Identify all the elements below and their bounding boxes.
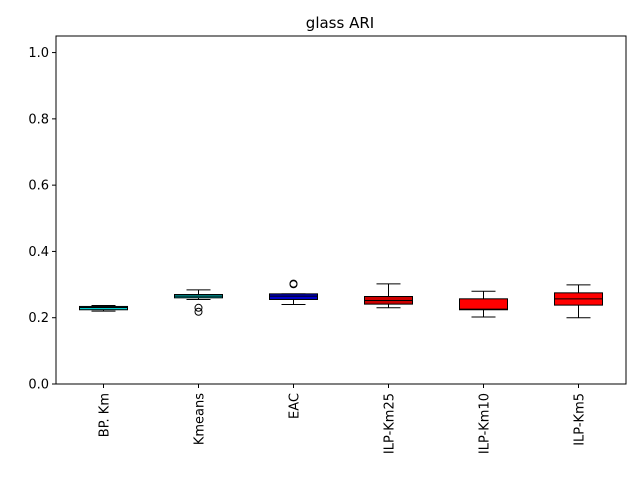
axes-frame <box>55 35 627 385</box>
outlier-point <box>194 307 203 316</box>
y-tick-label: 1.0 <box>28 46 49 61</box>
plot-area: 0.0 0.2 0.4 0.6 0.8 1.0 BP. Km Kmeans EAC ILP-Km2… <box>28 46 603 454</box>
y-tick-label: 0.0 <box>28 378 49 393</box>
y-tick-label: 0.2 <box>28 311 49 326</box>
outlier-point <box>289 279 298 288</box>
outlier-point <box>194 303 203 312</box>
y-tick-label: 0.4 <box>28 245 49 260</box>
y-tick-label: 0.8 <box>28 112 49 127</box>
x-tick-label: EAC <box>288 393 303 419</box>
x-tick-label: ILP-Km5 <box>573 393 588 446</box>
x-tick-label: BP. Km <box>98 393 113 437</box>
chart-title: glass ARI <box>306 14 374 32</box>
x-tick-label: Kmeans <box>193 393 208 445</box>
x-tick-label: ILP-Km25 <box>383 393 398 454</box>
box <box>79 305 128 311</box>
box <box>459 298 508 311</box>
y-tick-label: 0.6 <box>28 179 49 194</box>
x-tick-label: ILP-Km10 <box>478 393 493 454</box>
